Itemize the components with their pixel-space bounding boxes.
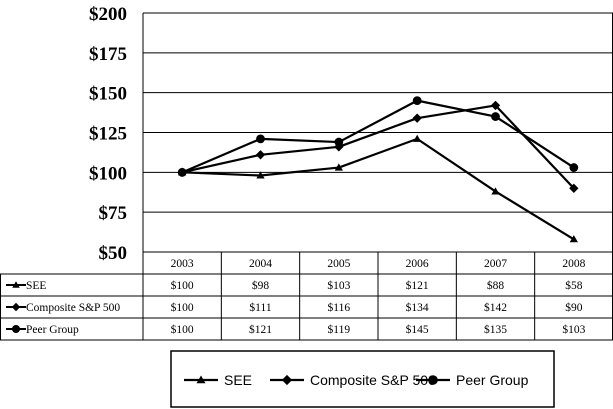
data-point [256, 171, 265, 179]
data-point [412, 113, 422, 123]
table-cell: $100 [171, 301, 194, 314]
table-key-marker [12, 281, 20, 288]
legend-key-marker [196, 375, 206, 384]
data-point [413, 134, 422, 142]
table-cell: $100 [171, 323, 194, 336]
y-tick-label: $175 [89, 44, 127, 65]
table-cell: $121 [406, 279, 429, 292]
x-tick-label: 2005 [327, 258, 350, 270]
data-point [569, 235, 578, 243]
table-cell: $90 [565, 301, 583, 314]
data-point [177, 167, 187, 177]
data-point [491, 112, 500, 121]
legend-key-marker [281, 374, 293, 386]
series-line [181, 99, 575, 174]
table-series-name: SEE [26, 280, 46, 292]
table-cell: $134 [406, 301, 429, 314]
data-point [256, 134, 265, 144]
x-tick-label: 2004 [249, 258, 272, 270]
table-cell: $145 [406, 323, 429, 336]
table-cell: $88 [487, 279, 505, 292]
table-cell: $58 [565, 279, 583, 292]
table-series-name: Peer Group [26, 324, 79, 336]
data-point [255, 150, 266, 160]
table-cell: $116 [328, 301, 351, 314]
series-line [182, 137, 575, 241]
y-tick-label: $150 [89, 84, 127, 105]
data-point [491, 187, 500, 195]
table-series-name: Composite S&P 500 [26, 302, 120, 314]
legend-label: Peer Group [456, 372, 529, 388]
table-cell: $142 [484, 301, 507, 314]
table-cell: $98 [252, 279, 270, 292]
table-cell: $119 [328, 323, 351, 336]
legend-label: Composite S&P 500 [310, 372, 436, 388]
x-tick-label: 2008 [562, 258, 585, 270]
y-tick-label: $125 [89, 124, 127, 145]
x-tick-label: 2007 [484, 258, 507, 270]
table-cell: $103 [562, 323, 585, 336]
data-point [412, 96, 422, 106]
y-tick-label: $75 [99, 203, 128, 224]
y-tick-label: $100 [89, 163, 127, 184]
y-tick-label: $50 [99, 243, 128, 264]
table-cell: $100 [171, 279, 194, 292]
legend-label: SEE [224, 372, 252, 388]
table-key-marker [11, 302, 21, 312]
table-cell: $103 [327, 279, 350, 292]
table-cell: $111 [249, 301, 271, 314]
legend-key-marker [428, 375, 438, 385]
data-point [569, 163, 579, 172]
series-line [181, 104, 575, 190]
data-point [569, 183, 579, 193]
data-point [334, 163, 343, 171]
x-tick-label: 2003 [171, 258, 194, 270]
legend-box [170, 350, 555, 408]
x-tick-label: 2006 [406, 258, 429, 270]
table-cell: $121 [249, 323, 272, 336]
data-point [334, 137, 344, 147]
table-cell: $135 [484, 323, 507, 336]
table-key-marker [12, 325, 20, 333]
y-tick-label: $200 [89, 4, 127, 25]
data-point [490, 100, 501, 111]
